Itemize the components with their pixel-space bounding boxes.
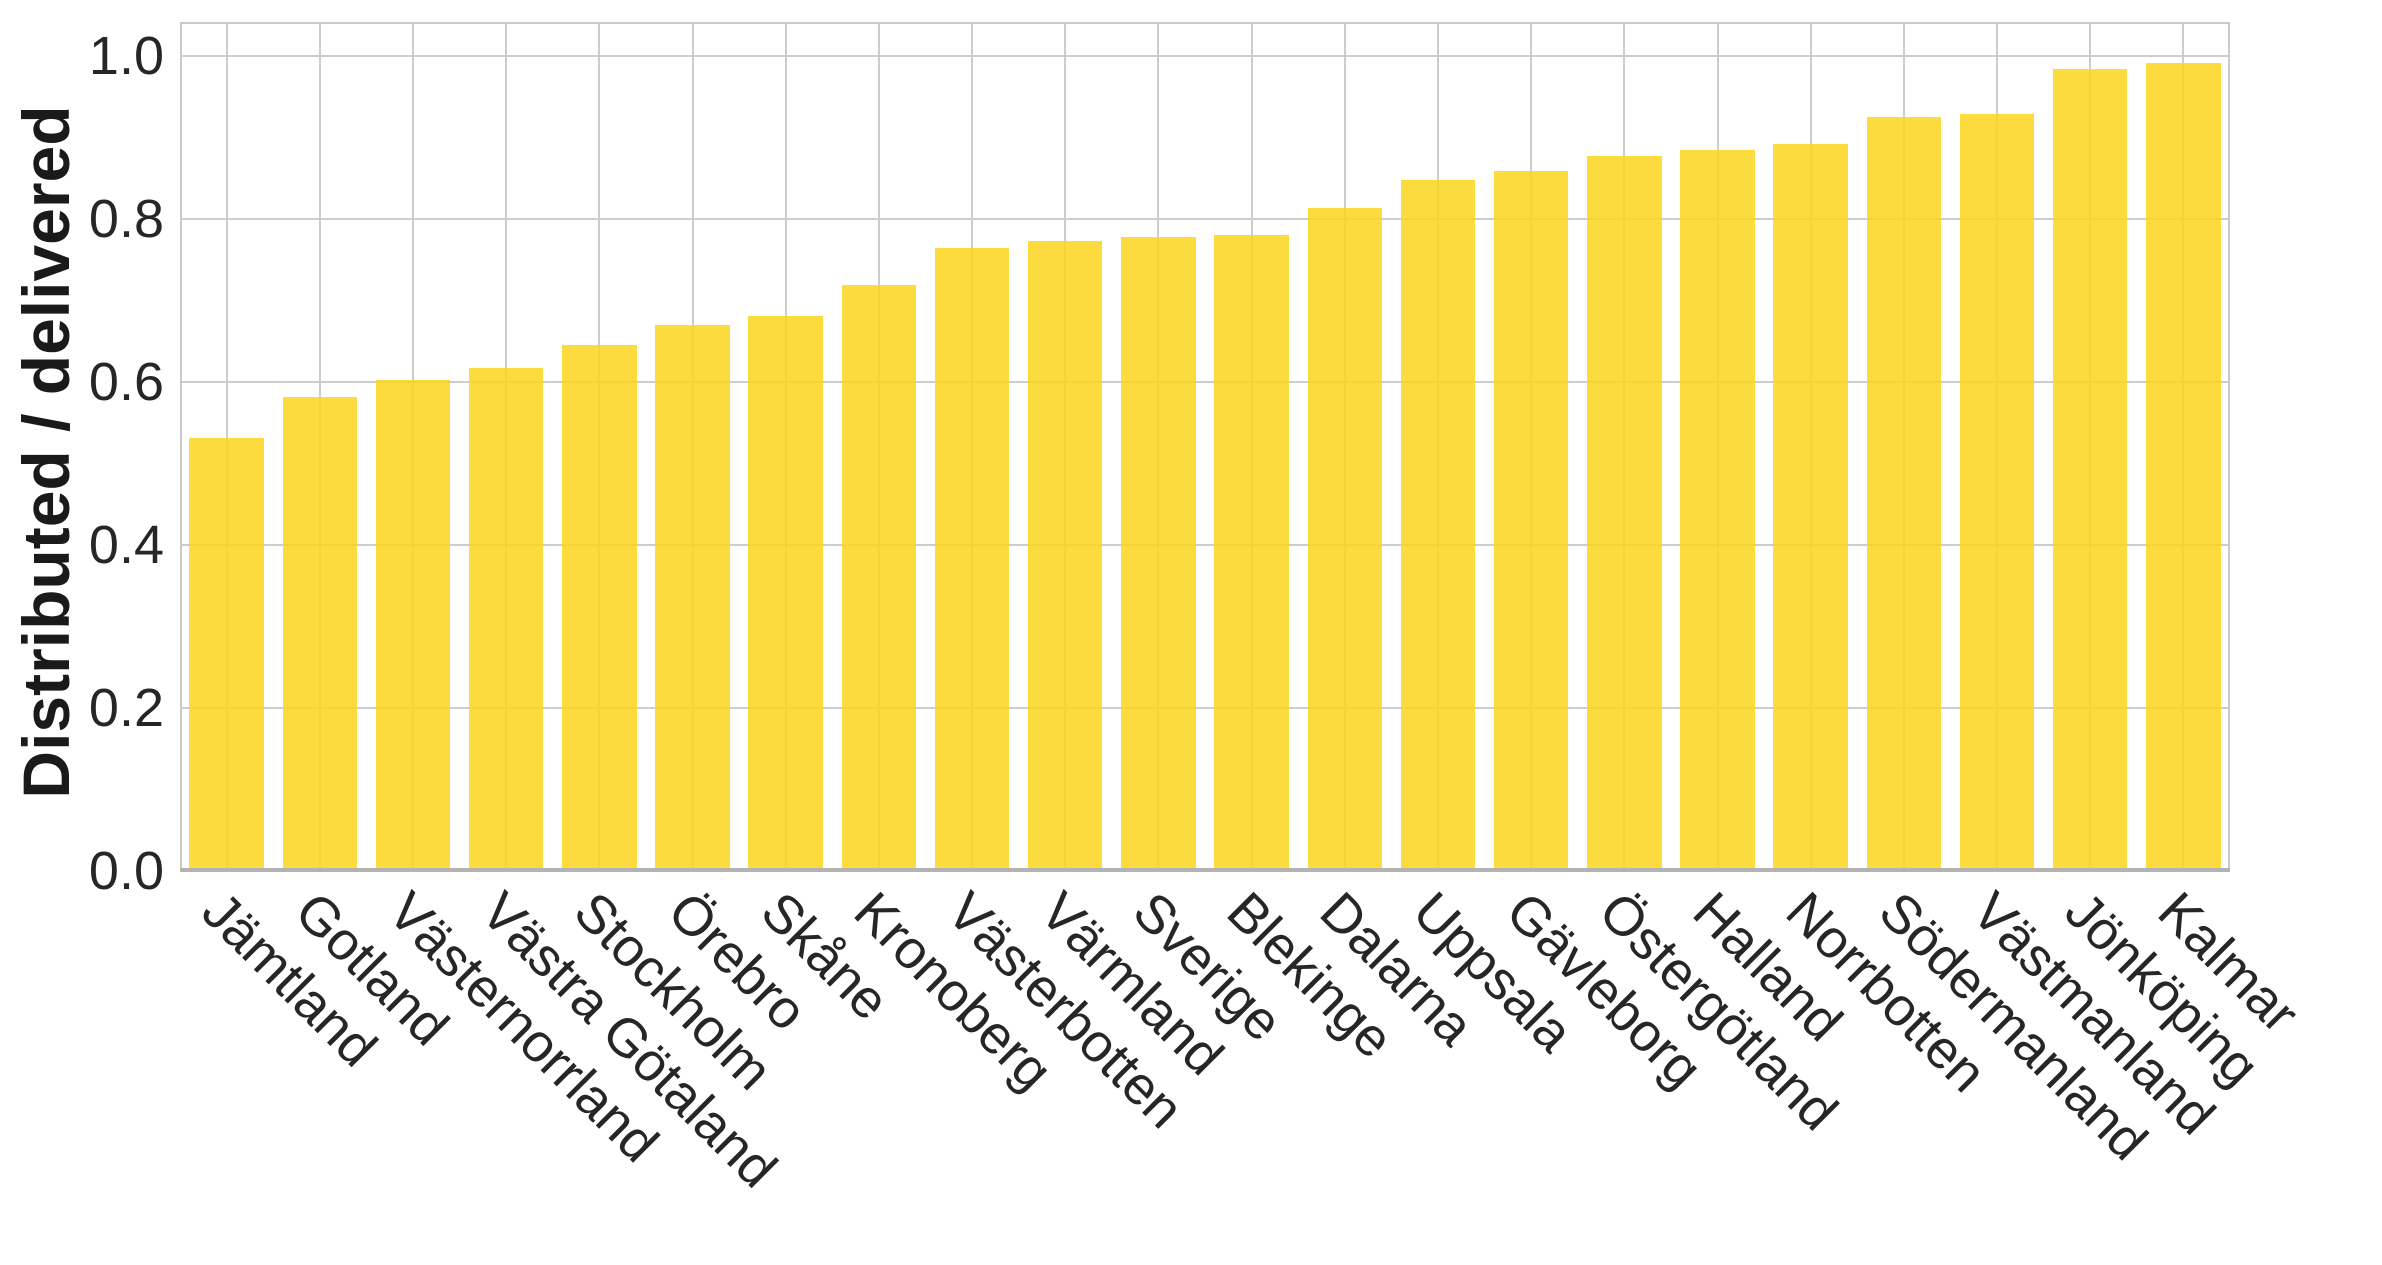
bar-sverige [1121,236,1196,871]
y-tick-label: 0.8 [88,189,164,249]
bar-skåne [748,315,823,871]
bar-norrbotten [1773,144,1848,871]
bar-jönköping [2052,69,2128,871]
gridline-y-0.2 [180,707,2230,709]
bar-halland [1680,149,1755,871]
y-tick-label: 0.2 [88,678,164,738]
gridline-y-0.4 [180,544,2230,546]
bar-örebro [655,324,730,871]
bar-västmanland [1959,113,2035,871]
bar-värmland [1027,241,1103,871]
y-tick-label: 0.6 [88,352,164,412]
y-tick-label: 0.4 [88,515,164,575]
y-tick-label: 0.0 [88,841,164,901]
bar-gävleborg [1493,170,1569,871]
bar-västerbotten [934,248,1010,871]
bar-västra-götaland [468,368,544,871]
bar-kronoberg [841,285,917,871]
bar-östergötland [1587,156,1662,871]
bar-västernorrland [375,380,451,871]
bar-uppsala [1400,179,1476,871]
bar-dalarna [1307,208,1383,871]
y-tick-label: 1.0 [88,26,164,86]
gridline-y-1.0 [180,55,2230,57]
bar-södermanland [1866,117,1942,871]
bar-stockholm [562,345,637,871]
plot-top-spine [180,22,2230,24]
bar-blekinge [1214,235,1289,871]
bar-jämtland [189,438,264,871]
x-axis-line [180,868,2230,872]
bar-kalmar [2146,63,2221,871]
gridline-y-0.6 [180,381,2230,383]
gridline-y-0.8 [180,218,2230,220]
plot-left-spine [180,22,182,871]
plot-right-spine [2228,22,2230,871]
bar-gotland [282,396,358,871]
